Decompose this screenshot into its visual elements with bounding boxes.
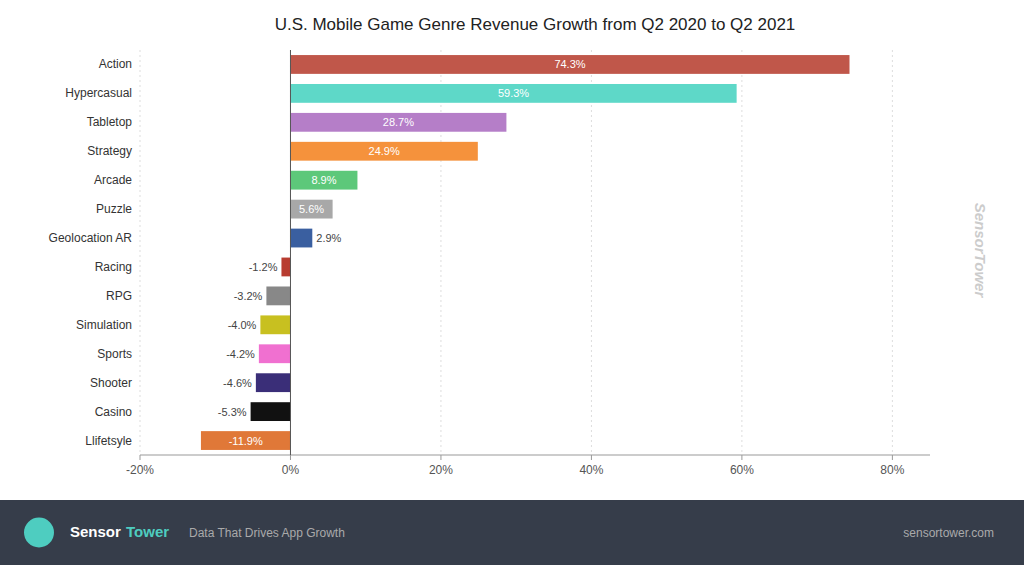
footer-url: sensortower.com [903, 526, 994, 540]
data-label: 5.6% [299, 203, 324, 215]
grid: -20% 0% 20% 40% 60% 80% [126, 50, 905, 477]
data-label: 28.7% [383, 116, 414, 128]
category-label: Llifetsyle [85, 434, 132, 448]
category-label: Casino [95, 405, 133, 419]
bar [251, 402, 291, 421]
category-label: Simulation [76, 318, 132, 332]
bar [256, 373, 291, 392]
data-label: 2.9% [316, 232, 341, 244]
tick-label: -20% [126, 463, 154, 477]
x-axis-line [140, 455, 930, 456]
data-label: -4.2% [226, 348, 255, 360]
category-label: Tabletop [87, 115, 133, 129]
tick-label: 0% [282, 463, 300, 477]
category-label: Racing [95, 260, 132, 274]
category-label: Sports [97, 347, 132, 361]
bar [290, 171, 357, 190]
grid-line [591, 50, 592, 455]
data-labels: 74.3% 59.3% 28.7% 24.9% 8.9% 5.6% 2.9% -1.2% -3.… [218, 58, 586, 446]
bar [260, 315, 290, 334]
footer-tagline: Data That Drives App Growth [189, 526, 345, 540]
bar [290, 113, 506, 132]
data-label: 59.3% [498, 87, 529, 99]
tick-label: 20% [429, 463, 453, 477]
bar [290, 84, 736, 103]
grid-line [440, 50, 441, 455]
footer-logo [24, 518, 54, 548]
data-label: -4.0% [228, 319, 257, 331]
data-label: -5.3% [218, 406, 247, 418]
category-label: Arcade [94, 173, 132, 187]
grid-line [892, 50, 893, 455]
title: U.S. Mobile Game Genre Revenue Growth fr… [275, 15, 796, 34]
footer [0, 500, 1024, 565]
tick-mark [440, 455, 441, 460]
chart: U.S. Mobile Game Genre Revenue Growth fr… [0, 0, 1024, 565]
footer-brand: Sensor [70, 523, 121, 540]
bar [281, 258, 290, 277]
bar [290, 55, 849, 74]
category-label: RPG [106, 289, 132, 303]
zero-line [290, 50, 291, 455]
tick-mark [140, 455, 141, 460]
bar [290, 200, 332, 219]
bar [201, 431, 291, 450]
tick-mark [591, 455, 592, 460]
footer-brand: Tower [126, 523, 169, 540]
data-label: -11.9% [229, 435, 263, 447]
data-label: -1.2% [249, 261, 278, 273]
tick-label: 60% [730, 463, 754, 477]
grid-line [290, 50, 291, 455]
category-label: Hypercasual [65, 86, 132, 100]
grid-line [140, 50, 141, 455]
tick-mark [290, 455, 291, 460]
category-label: Geolocation AR [49, 231, 133, 245]
watermark: SensorTower [972, 203, 989, 299]
bar [259, 344, 291, 363]
tick-label: 40% [579, 463, 603, 477]
bars [201, 55, 850, 450]
category-label: Puzzle [96, 202, 132, 216]
category-label: Action [99, 57, 132, 71]
tick-mark [741, 455, 742, 460]
data-label: -4.6% [223, 377, 252, 389]
data-label: 74.3% [554, 58, 585, 70]
bar [290, 229, 312, 248]
grid-line [741, 50, 742, 455]
category-labels: Action Hypercasual Tabletop Strategy Arcade P… [49, 57, 133, 447]
category-label: Shooter [90, 376, 132, 390]
category-label: Strategy [87, 144, 132, 158]
data-label: 8.9% [311, 174, 336, 186]
data-label: 24.9% [369, 145, 400, 157]
tick-mark [892, 455, 893, 460]
bar [290, 142, 477, 161]
data-label: -3.2% [234, 290, 263, 302]
bar [266, 286, 290, 305]
tick-label: 80% [880, 463, 904, 477]
